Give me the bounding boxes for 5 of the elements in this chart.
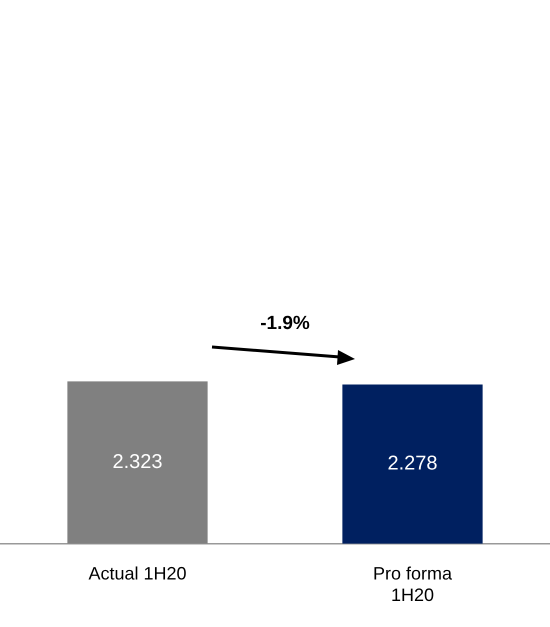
x-tick-label: Pro forma 1H20 bbox=[372, 564, 453, 606]
data-label: 2.323 bbox=[112, 451, 163, 474]
data-label: 2.278 bbox=[387, 452, 438, 475]
text: -1.9% bbox=[260, 313, 310, 334]
x-tick-label: Actual 1H20 bbox=[88, 564, 187, 584]
